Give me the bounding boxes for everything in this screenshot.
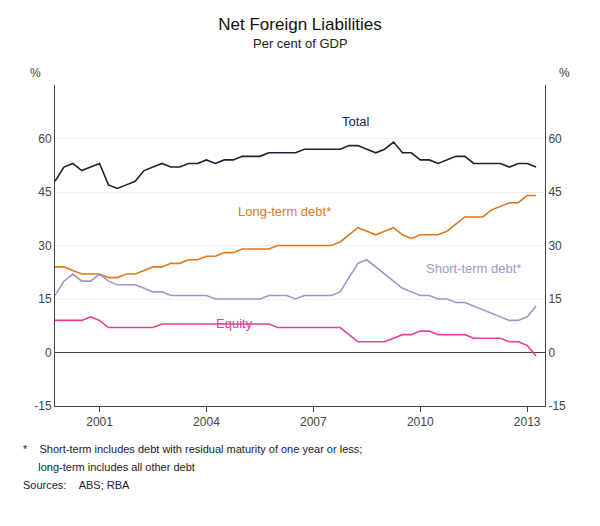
svg-text:60: 60 [548,132,562,146]
svg-text:Per cent of GDP: Per cent of GDP [253,36,348,51]
svg-text:15: 15 [38,292,52,306]
svg-text:2007: 2007 [300,415,327,429]
svg-text:Net Foreign Liabilities: Net Foreign Liabilities [218,15,381,34]
svg-text:-15: -15 [34,399,52,413]
svg-text:2001: 2001 [86,415,113,429]
svg-text:2013: 2013 [514,415,541,429]
svg-text:Sources: ABS; RBA: Sources: ABS; RBA [23,479,130,491]
svg-text:%: % [559,66,570,80]
svg-text:45: 45 [548,185,562,199]
svg-text:long-term includes all other d: long-term includes all other debt [23,461,195,473]
svg-text:45: 45 [38,185,52,199]
svg-text:0: 0 [45,346,52,360]
svg-text:60: 60 [38,132,52,146]
svg-text:0: 0 [548,346,555,360]
svg-text:Long-term debt*: Long-term debt* [238,204,331,219]
svg-text:2010: 2010 [407,415,434,429]
svg-text:15: 15 [548,292,562,306]
svg-text:30: 30 [38,239,52,253]
svg-text:Short-term debt*: Short-term debt* [426,261,521,276]
svg-text:Total: Total [342,114,370,129]
svg-text:-15: -15 [548,399,566,413]
svg-text:Equity: Equity [216,316,253,331]
svg-text:* Short-term includes debt: * Short-term includes debt with residual… [23,443,362,455]
svg-text:30: 30 [548,239,562,253]
svg-text:2004: 2004 [193,415,220,429]
svg-text:%: % [30,66,41,80]
